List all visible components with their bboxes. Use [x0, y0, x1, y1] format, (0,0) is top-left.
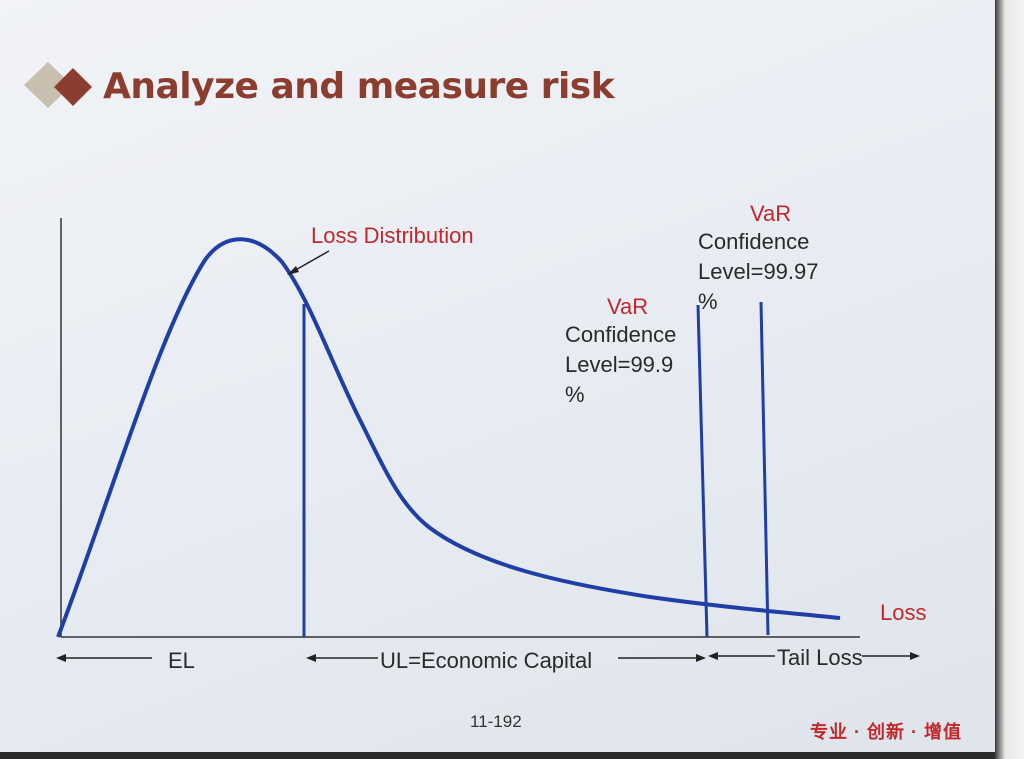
tail-loss-label: Tail Loss [777, 645, 863, 670]
loss-distribution-pointer [291, 250, 330, 273]
tail-arrow-right-icon [910, 652, 920, 660]
var-99-9-title: VaR [607, 294, 649, 319]
pointer-arrowhead-icon [287, 266, 299, 275]
var-99-97-title: VaR [750, 201, 792, 226]
ul-label: UL=Economic Capital [380, 648, 593, 673]
tail-arrow-left-icon [708, 652, 718, 660]
slide: Analyze and measure risk Loss Distributi… [0, 0, 995, 752]
loss-distribution-label: Loss Distribution [311, 223, 474, 248]
window-edge [995, 0, 1024, 759]
var-99-9-confidence-text: Confidence Level=99.9 % [565, 322, 677, 407]
loss-distribution-curve [56, 237, 841, 638]
slide-title: Analyze and measure risk [103, 66, 615, 107]
diagram-graphics [24, 62, 920, 662]
el-label: EL [168, 648, 195, 673]
el-arrow-left-icon [56, 654, 66, 662]
ul-arrow-right-icon [696, 654, 706, 662]
loss-axis-label: Loss [880, 600, 927, 625]
diamond-bullet-dark-icon [54, 68, 92, 106]
page-number: 11-192 [470, 712, 522, 731]
ul-arrow-left-icon [306, 654, 316, 662]
footer-brand: 专业 · 创新 · 增值 [810, 722, 962, 742]
diamond-bullet-light-icon [24, 62, 72, 108]
var-99-97-line [759, 301, 770, 636]
var-99-97-confidence-text: Confidence Level=99.97 % [698, 229, 819, 314]
var-99-9-line [696, 304, 709, 638]
